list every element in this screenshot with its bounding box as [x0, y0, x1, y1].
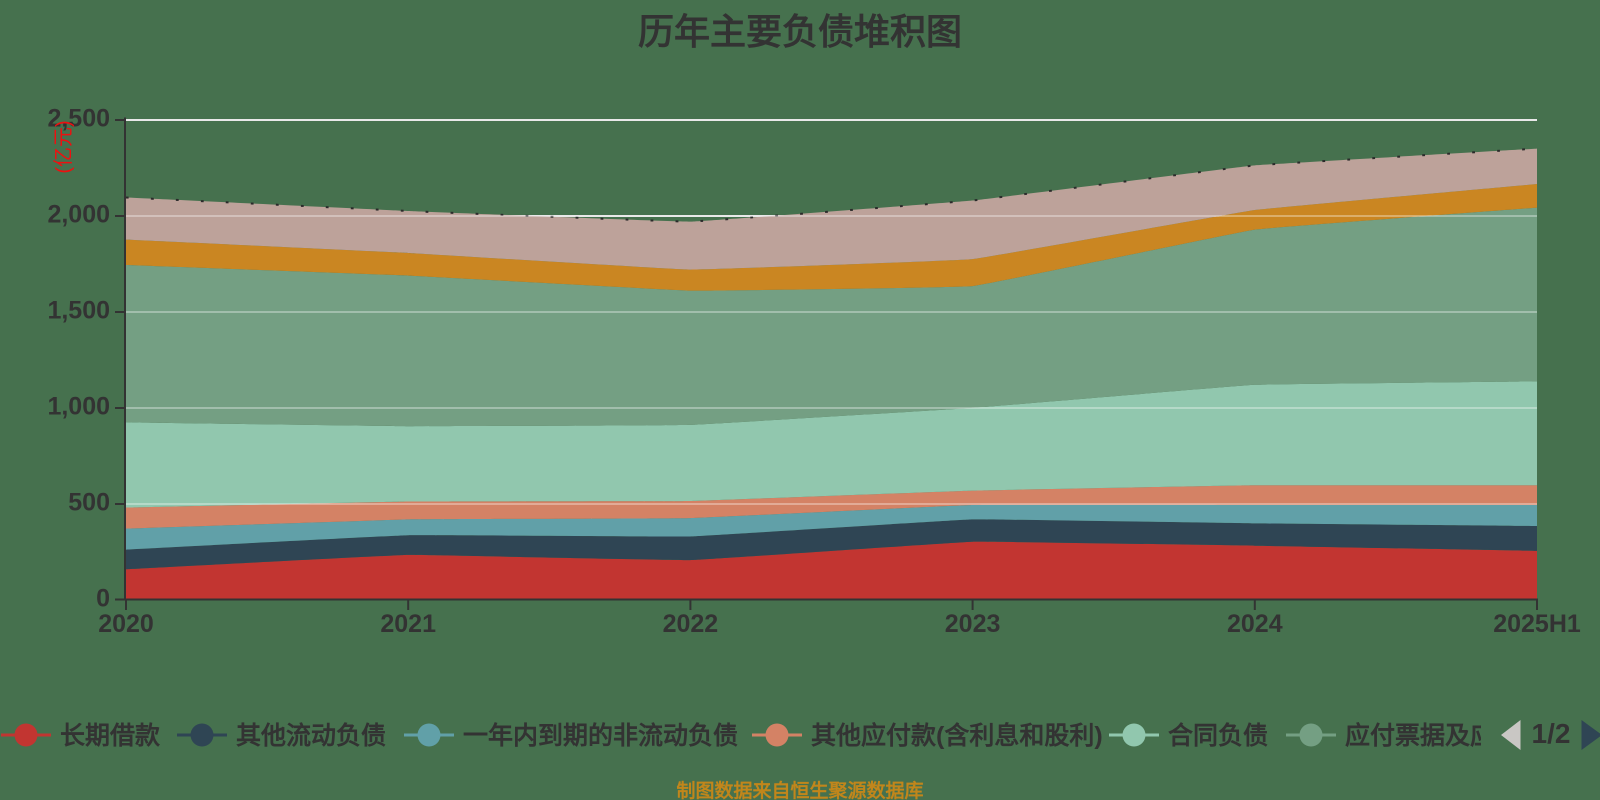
svg-text:2,500: 2,500	[47, 105, 110, 133]
svg-text:500: 500	[68, 489, 110, 517]
svg-text:长期借款: 长期借款	[60, 722, 161, 750]
svg-text:(亿元): (亿元)	[52, 120, 75, 173]
svg-text:一年内到期的非流动负债: 一年内到期的非流动负债	[463, 721, 738, 750]
svg-text:2021: 2021	[380, 610, 436, 638]
svg-text:1,500: 1,500	[47, 297, 110, 325]
svg-text:2023: 2023	[945, 610, 1001, 638]
svg-text:合同负债: 合同负债	[1168, 721, 1268, 750]
svg-text:1,000: 1,000	[47, 393, 110, 421]
svg-text:2025H1: 2025H1	[1493, 610, 1581, 638]
svg-text:2022: 2022	[663, 610, 719, 638]
svg-text:1/2: 1/2	[1532, 718, 1571, 749]
svg-text:2020: 2020	[98, 610, 154, 638]
svg-text:其他流动负债: 其他流动负债	[236, 721, 386, 750]
svg-text:应付票据及应付账款: 应付票据及应付账款	[1345, 721, 1571, 750]
svg-text:2,000: 2,000	[47, 201, 110, 229]
svg-text:2024: 2024	[1227, 610, 1283, 638]
svg-text:其他应付款(含利息和股利): 其他应付款(含利息和股利)	[811, 721, 1103, 750]
svg-text:0: 0	[96, 585, 110, 613]
